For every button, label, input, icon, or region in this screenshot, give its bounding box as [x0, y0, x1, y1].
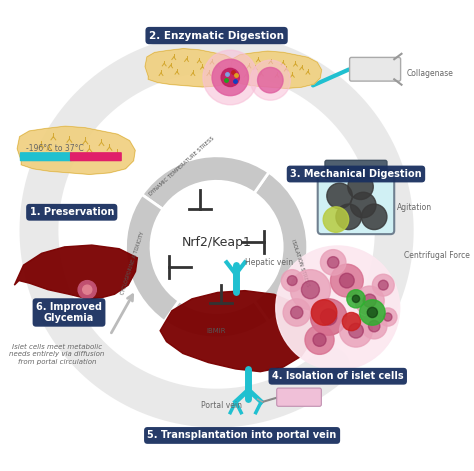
- FancyBboxPatch shape: [70, 152, 122, 161]
- Text: ISOLATION STRESS: ISOLATION STRESS: [291, 239, 310, 288]
- Circle shape: [328, 257, 339, 268]
- Circle shape: [363, 294, 376, 307]
- Circle shape: [379, 308, 397, 326]
- Circle shape: [342, 312, 361, 331]
- Circle shape: [352, 295, 360, 302]
- Circle shape: [362, 313, 387, 339]
- Circle shape: [373, 274, 394, 296]
- Circle shape: [257, 67, 283, 93]
- Wedge shape: [254, 172, 308, 322]
- Text: 4. Isolation of islet cells: 4. Isolation of islet cells: [272, 371, 403, 381]
- Circle shape: [367, 308, 377, 317]
- Circle shape: [203, 50, 257, 105]
- Circle shape: [330, 264, 363, 297]
- Text: Nrf2/Keap1: Nrf2/Keap1: [182, 236, 252, 249]
- Circle shape: [283, 299, 310, 326]
- Circle shape: [327, 183, 352, 209]
- Circle shape: [339, 273, 354, 288]
- Text: -196°C to 37°C: -196°C to 37°C: [26, 144, 84, 153]
- Text: Islet cells meet metabolic
needs entirely via diffusion
from portal circulation: Islet cells meet metabolic needs entirel…: [9, 344, 105, 365]
- Circle shape: [360, 300, 385, 325]
- Wedge shape: [142, 156, 269, 209]
- FancyBboxPatch shape: [277, 388, 321, 406]
- Circle shape: [287, 276, 297, 285]
- FancyBboxPatch shape: [325, 160, 387, 179]
- Circle shape: [339, 314, 373, 347]
- FancyBboxPatch shape: [318, 171, 394, 234]
- Circle shape: [291, 270, 330, 310]
- Circle shape: [212, 59, 248, 96]
- Circle shape: [378, 280, 388, 290]
- Circle shape: [320, 250, 346, 275]
- Circle shape: [310, 299, 347, 335]
- Circle shape: [323, 207, 349, 232]
- Wedge shape: [164, 300, 269, 338]
- Circle shape: [350, 192, 376, 218]
- Circle shape: [347, 290, 365, 308]
- Circle shape: [281, 270, 303, 292]
- Polygon shape: [145, 49, 239, 87]
- Text: Centrifugal Force: Centrifugal Force: [404, 251, 470, 260]
- Text: IBMIR: IBMIR: [207, 328, 227, 333]
- Circle shape: [305, 325, 334, 354]
- Text: 5. Transplantation into portal vein: 5. Transplantation into portal vein: [147, 430, 337, 440]
- Circle shape: [348, 323, 364, 338]
- Wedge shape: [126, 195, 179, 322]
- Polygon shape: [160, 291, 315, 372]
- Text: Portal vein: Portal vein: [201, 401, 242, 410]
- Text: 6. Improved
Glycemia: 6. Improved Glycemia: [36, 301, 102, 323]
- Circle shape: [301, 281, 319, 299]
- Text: 3. Mechanical Digestion: 3. Mechanical Digestion: [290, 169, 422, 179]
- Text: CYCLOSPORINE A TOXICITY: CYCLOSPORINE A TOXICITY: [120, 231, 146, 295]
- Text: Hepatic vein: Hepatic vein: [245, 258, 293, 267]
- FancyBboxPatch shape: [350, 57, 401, 81]
- Circle shape: [221, 68, 239, 87]
- FancyBboxPatch shape: [20, 152, 72, 161]
- Text: Collagenase: Collagenase: [407, 69, 454, 78]
- Circle shape: [311, 300, 337, 325]
- Circle shape: [368, 320, 380, 332]
- Text: 2. Enzymatic Digestion: 2. Enzymatic Digestion: [149, 31, 284, 41]
- Circle shape: [82, 285, 92, 294]
- Circle shape: [355, 286, 384, 315]
- Circle shape: [320, 309, 337, 325]
- Text: Agitation: Agitation: [397, 203, 432, 212]
- Circle shape: [276, 246, 400, 370]
- Polygon shape: [230, 51, 321, 89]
- Circle shape: [362, 204, 387, 229]
- Circle shape: [250, 60, 291, 100]
- Circle shape: [384, 313, 392, 321]
- Text: DYNAMIC TEMPERATURE STRESS: DYNAMIC TEMPERATURE STRESS: [148, 136, 216, 197]
- Text: 1. Preservation: 1. Preservation: [29, 207, 114, 217]
- Polygon shape: [14, 245, 137, 299]
- Circle shape: [336, 204, 362, 229]
- Circle shape: [313, 333, 326, 346]
- Circle shape: [78, 281, 96, 299]
- Circle shape: [151, 181, 282, 312]
- Circle shape: [348, 174, 373, 200]
- Polygon shape: [17, 126, 135, 174]
- Circle shape: [291, 306, 303, 318]
